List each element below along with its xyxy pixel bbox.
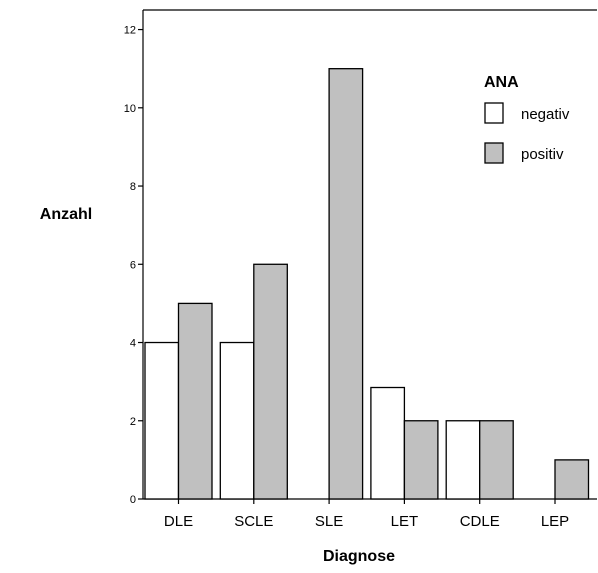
y-tick-label: 8: [130, 181, 136, 193]
y-tick-label: 0: [130, 494, 136, 506]
x-tick-label-DLE: DLE: [164, 513, 193, 530]
bar-positiv-CDLE: [479, 420, 514, 500]
x-tick-label-LEP: LEP: [541, 513, 569, 530]
y-axis-ticks: 0 2 4 6 8 10 12: [124, 25, 143, 506]
bar-negativ-LET: [370, 386, 406, 500]
bar-positiv-SLE: [328, 68, 364, 500]
legend-title: ANA: [484, 74, 519, 91]
x-tick-label-CDLE: CDLE: [460, 513, 500, 530]
x-tick-label-LET: LET: [391, 513, 419, 530]
legend-label-negativ: negativ: [521, 106, 570, 123]
x-axis-title: Diagnose: [323, 548, 395, 565]
bar-positiv-SCLE: [253, 263, 288, 500]
y-tick-label: 2: [130, 416, 136, 428]
y-tick-label: 4: [130, 338, 136, 350]
bar-negativ-DLE: [144, 341, 180, 500]
y-tick-label: 10: [124, 103, 136, 115]
x-tick-label-SCLE: SCLE: [234, 513, 273, 530]
legend-swatch-positiv: [484, 142, 504, 164]
y-tick-label: 6: [130, 259, 136, 271]
legend-swatch-negativ: [484, 102, 504, 124]
legend-label-positiv: positiv: [521, 146, 564, 163]
bar-positiv-DLE: [177, 302, 213, 500]
legend: ANA negativ positiv: [484, 74, 570, 164]
bar-positiv-LET: [403, 420, 439, 500]
x-tick-label-SLE: SLE: [315, 513, 343, 530]
bars: [144, 68, 590, 500]
y-tick-label: 12: [124, 25, 136, 37]
bar-negativ-SCLE: [219, 341, 255, 500]
y-axis-title: Anzahl: [40, 206, 92, 223]
bar-negativ-CDLE: [445, 420, 481, 500]
x-axis-ticks: DLE SCLE SLE LET CDLE LEP: [164, 499, 569, 530]
bar-positiv-LEP: [554, 459, 590, 500]
